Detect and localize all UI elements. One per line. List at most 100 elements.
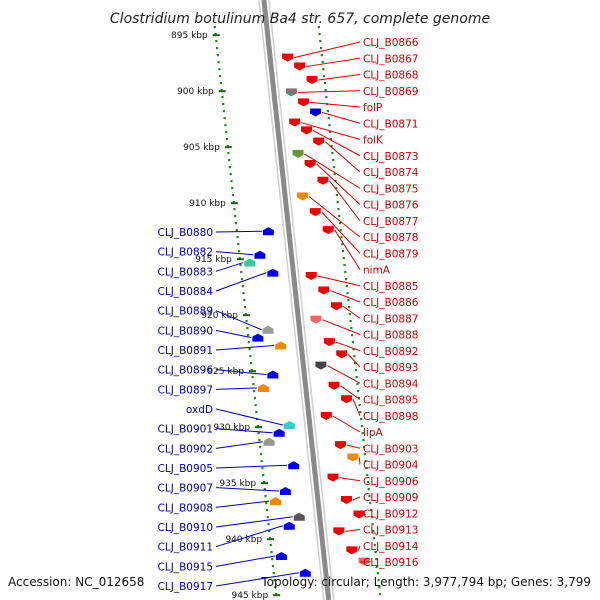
gene-label-left: CLJ_B0910 [158,522,213,534]
right-outer-track-dot [369,509,373,512]
left-outer-track-dot [242,292,245,295]
accession-text: Accession: NC_012658 [8,575,144,589]
left-outer-track-dot [256,425,260,428]
left-outer-track-dot [226,145,229,148]
gene-label-right: CLJ_B0916 [363,557,419,569]
right-outer-track-dot [335,194,339,197]
left-outer-track-dot [232,201,235,204]
backbone-dots [213,26,382,596]
left-outer-track-dot [261,467,264,470]
right-outer-track-dot [374,551,377,554]
left-outer-track-dot [274,593,278,596]
right-outer-track-dot [362,439,365,442]
gene-leader-right [347,354,361,368]
left-outer-track-dot [231,187,234,190]
gene-label-right: CLJ_B0906 [363,476,419,488]
right-outer-track-dot [332,166,336,169]
right-outer-track-dot [375,558,378,561]
kbp-tick-label: 920 kbp [201,311,238,321]
right-outer-track-dot [363,453,367,456]
gene-leader-left [215,262,244,272]
gene-label-left: CLJ_B0883 [158,266,213,278]
gene-leader-right [312,129,361,157]
right-outer-track-dot [360,425,364,428]
left-outer-track-dot [236,236,239,239]
gene-feature-right [304,160,316,168]
gene-label-right: CLJ_B0878 [363,232,418,244]
gene-leader-left [215,487,279,492]
right-outer-track-dot [336,201,339,204]
gene-leader-right [301,122,361,140]
right-outer-track-dot [325,96,328,99]
left-outer-track-dot [228,159,231,162]
left-outer-track-dot [259,453,263,456]
backbone-edge [268,0,335,600]
right-outer-track-dot [357,397,360,400]
gene-label-left: CLJ_B0917 [158,581,213,593]
gene-feature-right [320,412,332,420]
gene-leader-left [215,500,270,508]
gene-feature-left [279,487,291,496]
kbp-tick-label: 900 kbp [177,87,214,97]
gene-label-right: CLJ_B0876 [363,200,419,212]
gene-label-left: CLJ_B0884 [158,286,214,298]
right-outer-track-dot [346,292,349,295]
left-outer-track-dot [241,285,244,288]
left-outer-track-dot [272,572,275,575]
left-outer-track-dot [257,432,260,435]
right-outer-track-dot [355,376,358,379]
right-outer-track-dot [341,250,345,253]
right-outer-track-dot [342,257,345,260]
gene-label-right: CLJ_B0903 [363,443,418,455]
gene-label-left: CLJ_B0897 [158,384,213,396]
right-outer-track-dot [376,572,379,575]
gene-feature-right [292,149,304,158]
gene-feature-right [328,381,340,390]
right-outer-track-dot [338,222,342,225]
gene-label-right: CLJ_B0904 [363,460,419,472]
left-outer-track-dot [235,229,238,232]
left-outer-track-dot [255,411,258,414]
left-outer-track-dot [234,222,238,225]
gene-feature-left [267,268,279,277]
left-outer-track-dot [271,558,274,561]
gene-label-right: CLJ_B0895 [363,395,418,407]
gene-label-right: CLJ_B0877 [363,216,418,228]
left-outer-track-dot [266,516,269,519]
gene-leader-right [309,101,361,108]
right-outer-track-dot [327,117,330,120]
left-outer-track-dot [219,82,222,85]
gene-leader-right [304,153,361,189]
gene-feature-right [336,350,348,359]
gene-leader-right [330,290,361,303]
gene-label-right: CLJ_B0894 [363,378,419,390]
left-outer-track-dot [223,117,226,120]
right-outer-track-dot [353,355,356,358]
gene-feature-left [270,497,282,506]
gene-feature-right [318,286,330,295]
gene-feature-left [283,521,295,530]
left-outer-track-dot [237,243,240,246]
gene-feature-left [267,370,279,379]
genome-backbone [258,0,335,600]
left-outer-track-dot [248,348,251,351]
left-outer-track-dot [263,488,266,491]
gene-label-left: CLJ_B0915 [158,561,213,573]
gene-leader-right [306,57,361,68]
left-outer-track-dot [237,250,241,253]
gene-leader-left [215,525,283,548]
kbp-tick-label: 910 kbp [189,199,226,209]
left-outer-track-dot [215,40,218,43]
right-outer-track-dot [333,173,336,176]
left-outer-track-dot [259,446,262,449]
left-outer-track-dot [246,334,250,337]
right-outer-track-dot [354,362,357,365]
left-outer-track-dot [213,26,216,29]
gene-label-left: CLJ_B0896 [158,365,214,377]
right-outer-track-dot [319,40,322,43]
left-outer-track-dot [218,68,221,71]
right-outer-track-dot [365,467,368,470]
gene-leader-right [357,545,361,551]
left-outer-track-dot [216,54,219,57]
gene-label-right: nimA [363,265,391,277]
